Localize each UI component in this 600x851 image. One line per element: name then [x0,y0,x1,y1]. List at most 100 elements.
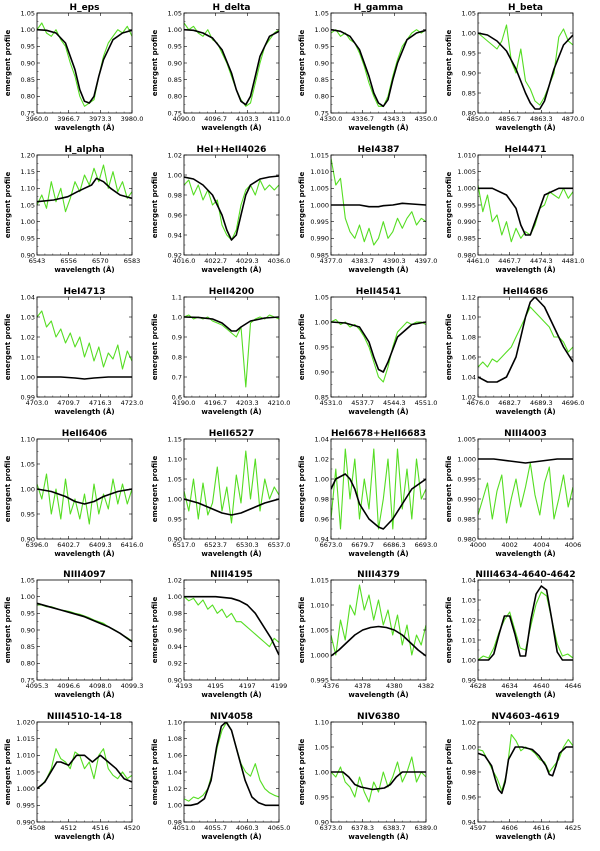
y-tick-label: 0.995 [310,676,329,684]
spectrum-panel: 4531.0 4537.7 4544.3 4551.0 0.85 0.90 0.95 1.00… [298,287,437,416]
panel-title: HeI4713 [63,287,105,297]
x-tick-label: 3966.7 [57,115,80,123]
y-tick-label: 0.995 [457,201,476,209]
y-tick-label: 1.10 [168,455,182,463]
y-axis-label: emergent profile [298,456,306,523]
x-tick-label: 4531.0 [320,399,343,407]
y-tick-label: 1.010 [310,168,329,176]
x-tick-label: 4616 [533,824,550,832]
x-tick-label: 4336.7 [351,115,374,123]
panel-title: NIV4058 [210,712,253,722]
model-curve [37,28,132,104]
panel-title: NIII4510-14-18 [47,712,122,722]
y-tick-label: 1.015 [310,151,329,159]
y-axis-label: emergent profile [151,739,159,806]
y-tick-label: 1.06 [462,353,476,361]
x-tick-label: 6679.7 [351,541,374,549]
x-tick-label: 4628 [470,682,487,690]
x-tick-label: 4870.0 [562,115,585,123]
y-tick-label: 1.020 [16,718,35,726]
spectrum-panel: 4676.0 4682.7 4689.3 4696.0 1.02 1.04 1.06 1.08… [445,287,584,416]
x-tick-label: 4850.0 [467,115,490,123]
plot-frame [183,579,280,681]
x-tick-label: 4330.0 [320,115,343,123]
y-tick-label: 1.04 [21,293,35,301]
x-tick-label: 4203.3 [236,399,259,407]
x-tick-label: 4004 [533,541,550,549]
y-tick-label: 1.08 [168,735,182,743]
x-tick-label: 4377.0 [320,257,343,265]
x-tick-label: 4036.0 [268,257,291,265]
y-tick-label: 0.95 [315,343,329,351]
y-tick-label: 0.6 [172,393,182,401]
y-tick-label: 0.980 [457,251,476,259]
y-tick-label: 1.015 [310,576,329,584]
spectrum-panel: 4090.0 4096.7 4103.3 4110.0 0.75 0.80 0.85 0.90… [151,3,290,132]
observed-curve [478,591,573,661]
x-tick-label: 6378.3 [351,824,374,832]
x-tick-label: 6673.0 [320,541,343,549]
x-tick-label: 4195 [207,682,224,690]
x-tick-label: 4676.0 [467,399,490,407]
y-tick-label: 1.10 [462,313,476,321]
x-tick-label: 3960.0 [26,115,49,123]
panel-title: HeII4541 [356,287,401,297]
y-tick-label: 1.03 [462,596,476,604]
x-tick-label: 4099.3 [121,682,144,690]
x-tick-label: 4006 [565,541,582,549]
spectrum-panel: 4850.0 4856.7 4863.3 4870.0 0.80 0.85 0.90 0.95… [445,3,584,132]
plot-frame [36,438,133,540]
y-tick-label: 1.000 [16,785,35,793]
y-tick-label: 1.05 [315,9,329,17]
y-tick-label: 0.995 [16,802,35,810]
y-tick-label: 1.00 [21,593,35,601]
observed-curve [37,473,132,525]
y-tick-label: 1.10 [315,718,329,726]
y-tick-label: 0.90 [315,59,329,67]
model-curve [37,376,132,380]
x-tick-label: 4467.7 [498,257,521,265]
x-axis-label: wavelength (Å) [201,549,261,558]
x-tick-label: 4096.6 [57,682,80,690]
spectrum-panel: 6673.0 6679.7 6686.3 6693.0 0.94 0.96 0.98 1.00… [298,429,437,558]
y-tick-label: 0.90 [21,251,35,259]
spectrum-panel: 4597 4606 4616 4625 0.94 0.96 0.98 1.00 1.02 NV46… [445,712,581,841]
x-tick-label: 4544.3 [383,399,406,407]
x-tick-label: 4110.0 [268,115,291,123]
y-tick-label: 1.00 [315,768,329,776]
y-tick-label: 0.95 [168,43,182,51]
model-curve [37,602,132,643]
y-tick-label: 0.995 [457,475,476,483]
y-tick-label: 0.80 [21,93,35,101]
x-tick-label: 4029.3 [236,257,259,265]
model-curve [331,28,426,108]
observed-curve [331,756,426,803]
x-tick-label: 4190.0 [173,399,196,407]
y-axis-label: emergent profile [151,172,159,239]
x-tick-label: 4376 [323,682,340,690]
y-axis-label: emergent profile [151,456,159,523]
y-tick-label: 0.75 [21,109,35,117]
x-axis-label: wavelength (Å) [54,265,114,274]
observed-curve [478,184,573,243]
observed-curve [478,733,573,792]
observed-curve [184,22,279,107]
y-tick-label: 0.99 [462,676,476,684]
x-axis-label: wavelength (Å) [201,407,261,416]
y-tick-label: 1.05 [21,9,35,17]
y-tick-label: 1.00 [462,29,476,37]
y-tick-label: 1.00 [315,318,329,326]
y-tick-label: 1.05 [21,201,35,209]
y-tick-label: 1.02 [168,576,182,584]
model-curve [37,488,132,505]
y-tick-label: 0.85 [315,76,329,84]
plot-frame [183,296,280,398]
spectrum-panel: 4193 4195 4197 4199 0.90 0.92 0.94 0.96 0.98 1.00… [151,570,287,699]
x-tick-label: 4634 [501,682,518,690]
x-tick-label: 4716.3 [89,399,112,407]
plot-frame [330,296,427,398]
y-tick-label: 0.99 [21,393,35,401]
x-axis-label: wavelength (Å) [201,265,261,274]
y-tick-label: 1.04 [462,373,476,381]
y-tick-label: 1.00 [21,218,35,226]
